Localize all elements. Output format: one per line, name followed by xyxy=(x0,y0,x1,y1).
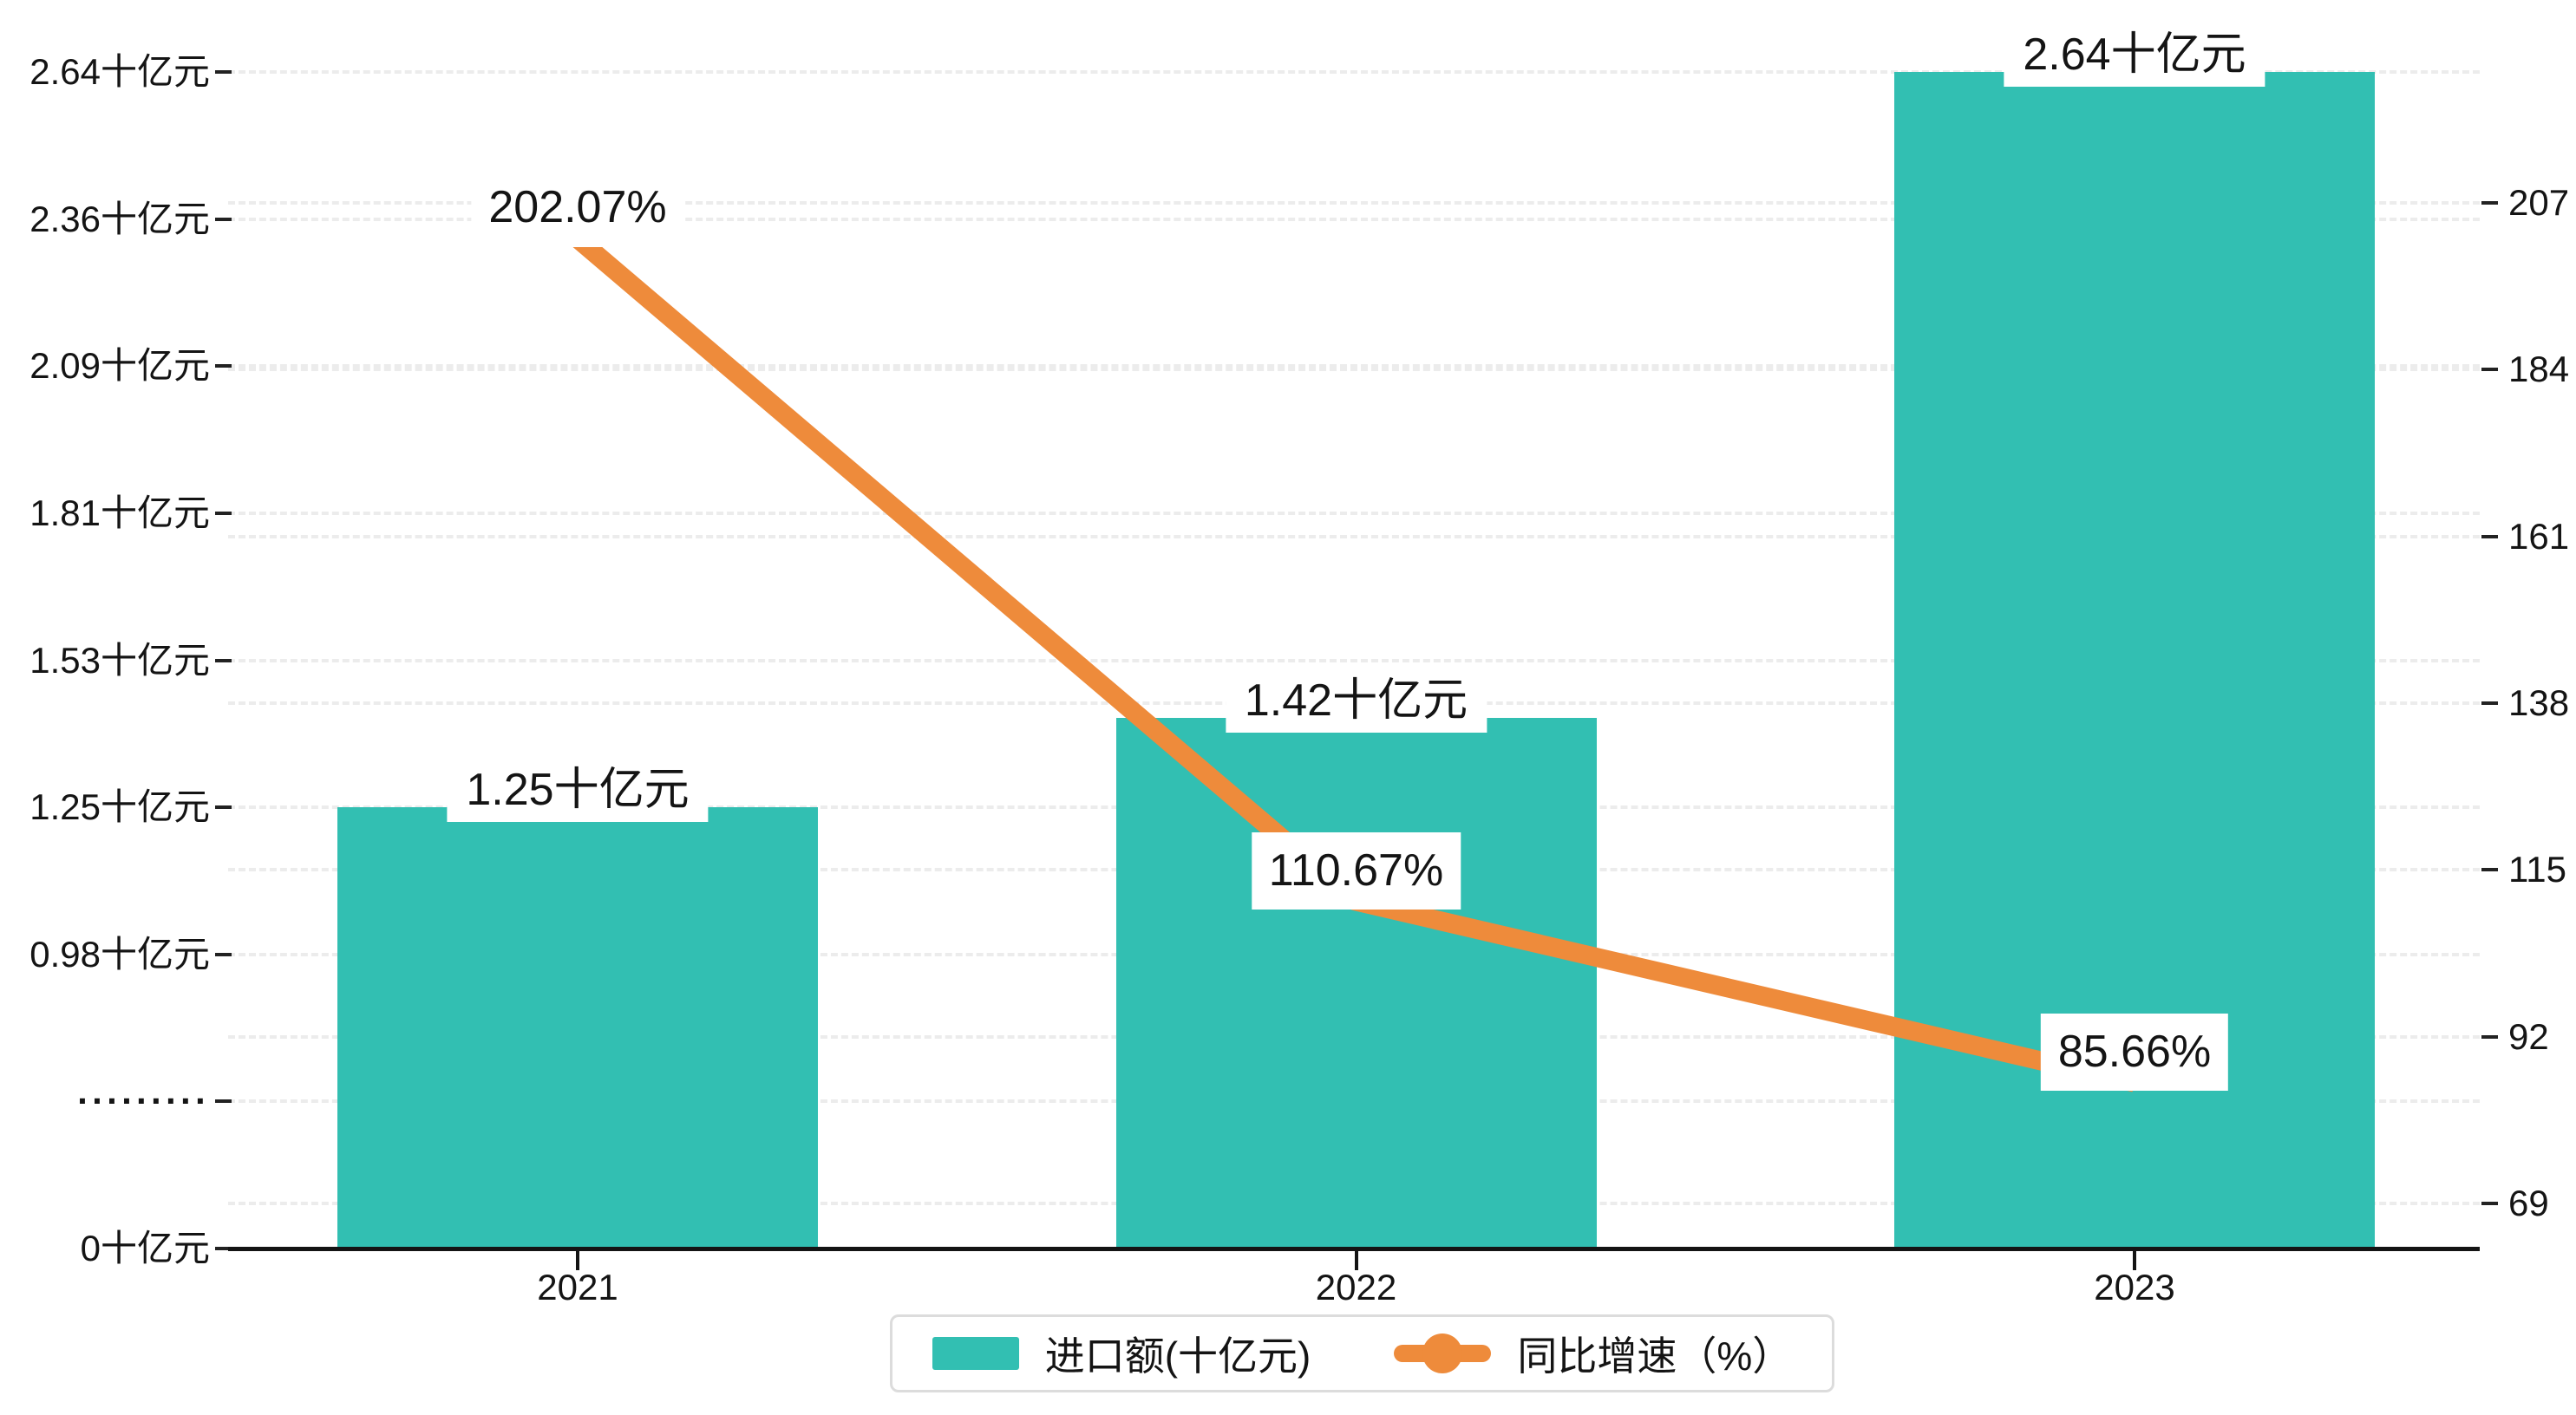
left-gridline-0 xyxy=(228,70,2480,74)
left-axis-tick-6 xyxy=(215,952,232,956)
right-axis-tick-label-5: 92 xyxy=(2508,1015,2549,1057)
line-series-marker-icon xyxy=(1394,1333,1492,1373)
x-axis-label-2022: 2022 xyxy=(1315,1267,1397,1307)
right-gridline-1 xyxy=(228,368,2480,372)
left-axis-tick-label-7: ········· xyxy=(77,1080,210,1122)
growth-point-label-2021: 202.07% xyxy=(471,169,684,248)
left-axis-tick-7 xyxy=(215,1099,232,1104)
left-axis-tick-5 xyxy=(215,805,232,810)
legend-label-import-amount: 进口额(十亿元) xyxy=(1044,1333,1311,1379)
right-axis-tick-4 xyxy=(2481,868,2498,872)
left-axis-tick-3 xyxy=(215,511,232,515)
x-axis-label-2021: 2021 xyxy=(537,1267,618,1307)
left-gridline-2 xyxy=(228,364,2480,368)
right-axis-tick-label-1: 184 xyxy=(2508,349,2570,390)
left-axis-tick-label-6: 0.98十亿元 xyxy=(29,933,210,975)
left-axis-tick-label-0: 2.64十亿元 xyxy=(29,51,210,92)
right-axis-tick-5 xyxy=(2481,1034,2498,1039)
line-series-dot-icon xyxy=(1422,1333,1463,1373)
bar-value-label-2022: 1.42十亿元 xyxy=(1225,670,1487,733)
left-axis-tick-label-8: 0十亿元 xyxy=(80,1228,210,1268)
import-amount-bar-2022[interactable] xyxy=(1115,718,1597,1249)
x-axis-label-2023: 2023 xyxy=(2094,1267,2175,1307)
right-gridline-2 xyxy=(228,534,2480,538)
left-axis-tick-2 xyxy=(215,364,232,368)
legend: 进口额(十亿元) 同比增速（%） xyxy=(890,1314,1834,1392)
left-axis-tick-0 xyxy=(215,70,232,74)
left-axis-tick-label-2: 2.09十亿元 xyxy=(29,345,210,387)
bar-series-swatch-icon xyxy=(932,1337,1019,1370)
right-axis-tick-label-4: 115 xyxy=(2508,849,2566,890)
growth-point-label-2022: 110.67% xyxy=(1251,831,1461,910)
legend-label-growth-rate: 同比增速（%） xyxy=(1517,1333,1793,1379)
x-axis-line xyxy=(228,1247,2480,1251)
right-axis-tick-label-2: 161 xyxy=(2508,515,2570,557)
left-axis-tick-label-3: 1.81十亿元 xyxy=(29,492,210,533)
growth-point-label-2023: 85.66% xyxy=(2040,1013,2229,1092)
right-axis-tick-label-0: 207 xyxy=(2508,182,2570,223)
right-axis-tick-label-6: 69 xyxy=(2508,1182,2549,1223)
right-gridline-0 xyxy=(228,201,2480,205)
right-axis-tick-0 xyxy=(2481,201,2498,205)
right-axis-tick-1 xyxy=(2481,368,2498,372)
right-axis-tick-6 xyxy=(2481,1201,2498,1205)
left-gridline-1 xyxy=(228,217,2480,221)
import-amount-bar-2021[interactable] xyxy=(337,807,818,1249)
legend-item-growth-rate[interactable]: 同比增速（%） xyxy=(1394,1325,1792,1382)
bar-value-label-2021: 1.25十亿元 xyxy=(447,760,709,822)
legend-item-import-amount[interactable]: 进口额(十亿元) xyxy=(932,1325,1311,1382)
left-gridline-3 xyxy=(228,511,2480,515)
left-axis-tick-label-1: 2.36十亿元 xyxy=(29,198,210,239)
right-axis-tick-2 xyxy=(2481,534,2498,538)
left-axis-tick-label-4: 1.53十亿元 xyxy=(29,639,210,681)
left-axis-tick-1 xyxy=(215,217,232,221)
bar-value-label-2023: 2.64十亿元 xyxy=(2004,24,2265,87)
left-gridline-4 xyxy=(228,658,2480,662)
left-axis-tick-label-5: 1.25十亿元 xyxy=(29,786,210,828)
x-axis-tick-1 xyxy=(1354,1251,1358,1270)
right-axis-tick-label-3: 138 xyxy=(2508,681,2570,723)
right-axis-tick-3 xyxy=(2481,701,2498,705)
left-axis-tick-4 xyxy=(215,658,232,662)
x-axis-tick-0 xyxy=(576,1251,579,1270)
left-axis-tick-8 xyxy=(215,1247,232,1250)
x-axis-tick-2 xyxy=(2133,1251,2136,1270)
